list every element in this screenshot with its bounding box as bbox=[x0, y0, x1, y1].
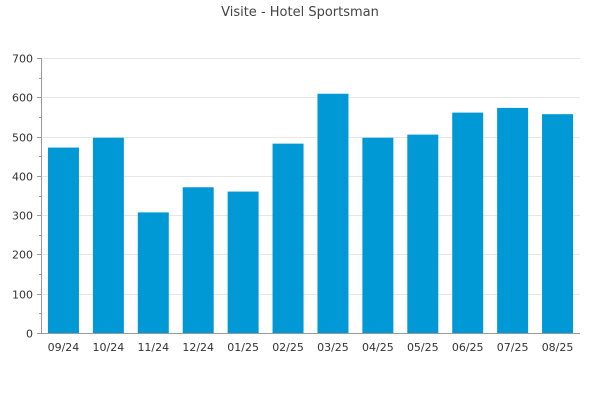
y-tick-label: 300 bbox=[12, 210, 33, 223]
x-tick-label: 09/24 bbox=[48, 341, 80, 354]
bar-02-25[interactable] bbox=[272, 143, 304, 333]
x-tick-label: 02/25 bbox=[272, 341, 304, 354]
y-tick-label: 0 bbox=[26, 328, 33, 341]
y-tick-label: 200 bbox=[12, 249, 33, 262]
bar-11-24[interactable] bbox=[137, 212, 169, 333]
bar-06-25[interactable] bbox=[452, 112, 484, 333]
x-tick-label: 07/25 bbox=[497, 341, 529, 354]
y-tick-label: 100 bbox=[12, 289, 33, 302]
bar-01-25[interactable] bbox=[227, 191, 259, 333]
bar-03-25[interactable] bbox=[317, 93, 349, 333]
bar-04-25[interactable] bbox=[362, 137, 394, 333]
bar-10-24[interactable] bbox=[92, 137, 124, 333]
y-tick-label: 400 bbox=[12, 171, 33, 184]
x-tick-label: 12/24 bbox=[182, 341, 214, 354]
x-tick-label: 11/24 bbox=[137, 341, 169, 354]
x-tick-label: 03/25 bbox=[317, 341, 349, 354]
bar-08-25[interactable] bbox=[542, 114, 574, 334]
x-tick-label: 01/25 bbox=[227, 341, 259, 354]
y-tick-label: 500 bbox=[12, 132, 33, 145]
x-tick-label: 04/25 bbox=[362, 341, 394, 354]
chart-title: Visite - Hotel Sportsman bbox=[221, 5, 379, 20]
y-axis-labels: 0 100 200 300 400 500 600 700 bbox=[12, 53, 33, 341]
y-tick-label: 600 bbox=[12, 92, 33, 105]
bar-12-24[interactable] bbox=[182, 187, 214, 333]
x-tick-label: 08/25 bbox=[542, 341, 574, 354]
x-axis-labels: 09/24 10/24 11/24 12/24 01/25 02/25 03/25 04/25… bbox=[48, 341, 574, 354]
axes bbox=[37, 58, 580, 334]
bar-07-25[interactable] bbox=[497, 107, 529, 333]
x-tick-label: 06/25 bbox=[452, 341, 484, 354]
x-tick-label: 05/25 bbox=[407, 341, 439, 354]
bar-05-25[interactable] bbox=[407, 134, 439, 333]
bars bbox=[47, 93, 574, 334]
y-tick-label: 700 bbox=[12, 53, 33, 66]
x-tick-label: 10/24 bbox=[93, 341, 125, 354]
bar-09-24[interactable] bbox=[47, 147, 79, 333]
grid-lines bbox=[41, 58, 580, 295]
